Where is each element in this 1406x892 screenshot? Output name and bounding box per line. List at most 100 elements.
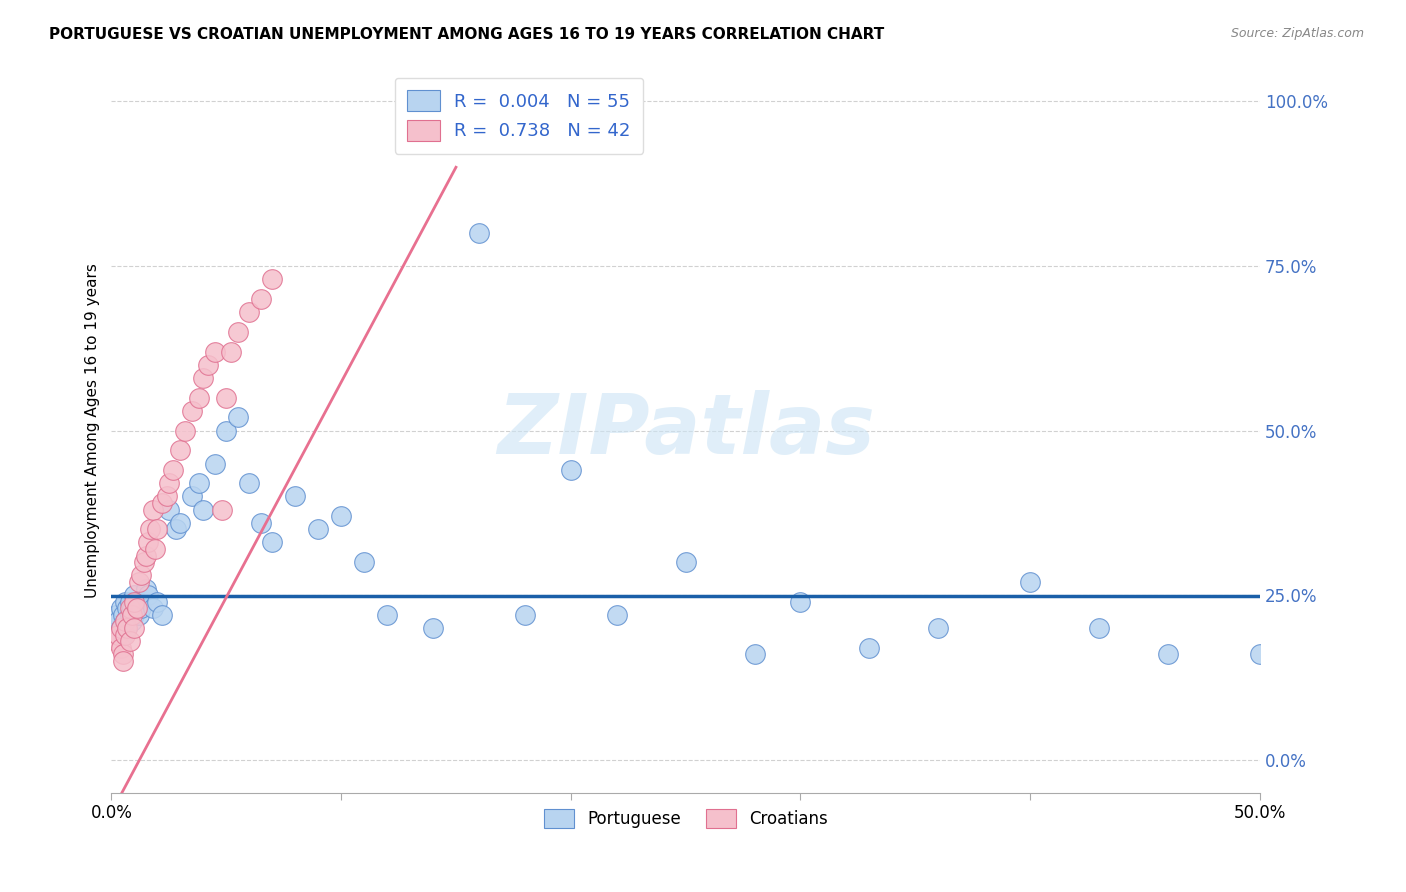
Point (121, 607, 143, 622)
Point (187, 391, 209, 405)
Text: ZIPatlas: ZIPatlas (496, 390, 875, 471)
Point (124, 595, 146, 609)
Point (157, 476, 180, 491)
Point (744, 648, 766, 662)
Point (135, 582, 157, 596)
Point (118, 607, 141, 622)
Point (110, 621, 132, 635)
Point (927, 621, 949, 635)
Point (121, 601, 143, 615)
Point (105, 634, 128, 648)
Y-axis label: Unemployment Among Ages 16 to 19 years: Unemployment Among Ages 16 to 19 years (86, 263, 100, 598)
Point (193, 371, 215, 385)
Point (211, 502, 233, 516)
Point (139, 522, 162, 536)
Point (146, 595, 169, 609)
Point (157, 502, 180, 516)
Point (105, 607, 128, 622)
Point (107, 628, 129, 642)
Point (125, 601, 148, 615)
Legend: Portuguese, Croatians: Portuguese, Croatians (537, 803, 834, 835)
Point (204, 344, 226, 359)
Point (124, 607, 146, 622)
Point (180, 404, 202, 418)
Point (125, 595, 148, 609)
Point (128, 607, 150, 622)
Point (215, 391, 238, 405)
Point (124, 588, 146, 602)
Point (215, 424, 238, 438)
Point (187, 476, 209, 491)
Point (789, 595, 811, 609)
Point (284, 490, 307, 504)
Point (150, 607, 173, 622)
Point (193, 502, 215, 516)
Point (197, 358, 219, 372)
Point (226, 325, 249, 339)
Point (1088, 621, 1111, 635)
Point (143, 542, 166, 557)
Point (353, 555, 375, 569)
Point (135, 549, 157, 563)
Point (468, 226, 491, 240)
Point (114, 595, 136, 609)
Point (180, 490, 202, 504)
Point (219, 344, 242, 359)
Point (226, 410, 249, 425)
Point (262, 272, 284, 286)
Point (174, 424, 197, 438)
Point (249, 516, 271, 530)
Point (162, 463, 184, 477)
Point (238, 476, 260, 491)
Text: PORTUGUESE VS CROATIAN UNEMPLOYMENT AMONG AGES 16 TO 19 YEARS CORRELATION CHART: PORTUGUESE VS CROATIAN UNEMPLOYMENT AMON… (49, 27, 884, 42)
Point (155, 490, 177, 504)
Point (114, 615, 136, 629)
Point (118, 634, 141, 648)
Point (111, 628, 134, 642)
Point (146, 522, 169, 536)
Point (238, 305, 260, 319)
Point (142, 601, 165, 615)
Point (204, 457, 226, 471)
Point (129, 601, 152, 615)
Point (117, 621, 139, 635)
Point (128, 574, 150, 589)
Point (111, 648, 134, 662)
Point (136, 588, 159, 602)
Point (560, 463, 582, 477)
Point (169, 443, 191, 458)
Point (129, 568, 152, 582)
Point (150, 496, 173, 510)
Point (118, 595, 141, 609)
Point (136, 535, 159, 549)
Point (1249, 648, 1271, 662)
Point (110, 640, 132, 655)
Point (606, 607, 628, 622)
Point (132, 555, 155, 569)
Point (111, 607, 134, 622)
Point (858, 640, 880, 655)
Point (124, 621, 146, 635)
Point (117, 601, 139, 615)
Point (111, 654, 134, 668)
Point (107, 615, 129, 629)
Point (117, 621, 139, 635)
Point (165, 522, 187, 536)
Point (307, 522, 329, 536)
Text: Source: ZipAtlas.com: Source: ZipAtlas.com (1230, 27, 1364, 40)
Point (1157, 648, 1180, 662)
Point (513, 607, 536, 622)
Point (375, 607, 398, 622)
Point (169, 516, 191, 530)
Point (330, 509, 353, 524)
Point (118, 601, 141, 615)
Point (675, 555, 697, 569)
Point (422, 621, 444, 635)
Point (1019, 574, 1042, 589)
Point (114, 615, 136, 629)
Point (110, 601, 132, 615)
Point (121, 615, 143, 629)
Point (262, 535, 284, 549)
Point (249, 292, 271, 306)
Point (142, 502, 165, 516)
